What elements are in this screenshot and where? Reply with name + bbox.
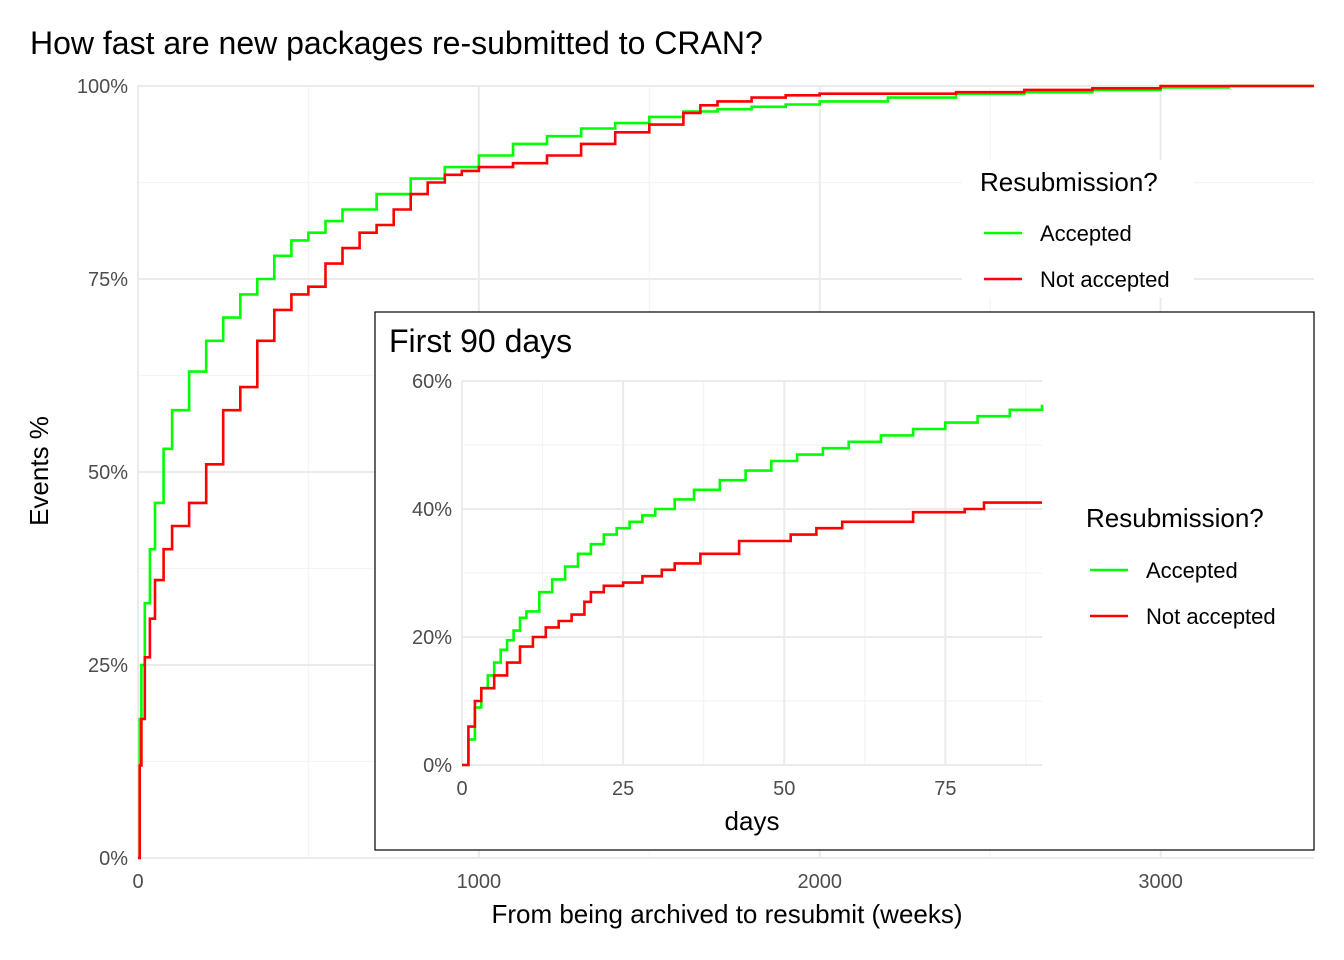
main-legend-title: Resubmission? xyxy=(980,167,1158,197)
main-x-tick-label: 3000 xyxy=(1138,871,1183,893)
chart-title: How fast are new packages re-submitted t… xyxy=(30,25,763,61)
inset-series-line-not-accepted xyxy=(462,501,1042,767)
inset-x-axis-title: days xyxy=(725,806,780,836)
main-y-tick-label: 100% xyxy=(77,76,128,98)
y-axis-title: Events % xyxy=(24,416,54,526)
main-legend-label-accepted: Accepted xyxy=(1040,221,1132,246)
main-x-tick-label: 0 xyxy=(132,871,143,893)
main-x-tick-labels: 0 1000 2000 3000 xyxy=(132,871,1182,893)
main-legend-background xyxy=(962,160,1194,298)
inset-legend-label-not-accepted: Not accepted xyxy=(1146,604,1276,629)
inset-title: First 90 days xyxy=(389,323,572,359)
x-axis-title: From being archived to resubmit (weeks) xyxy=(491,899,962,929)
inset-legend-label-accepted: Accepted xyxy=(1146,558,1238,583)
inset-x-tick-label: 0 xyxy=(456,778,467,800)
inset-series-line-accepted xyxy=(462,404,1044,767)
inset-y-tick-label: 20% xyxy=(412,627,452,649)
inset-legend: Resubmission? Accepted Not accepted xyxy=(1086,503,1276,629)
inset-y-tick-label: 60% xyxy=(412,371,452,393)
inset-y-tick-labels: 0% 20% 40% 60% xyxy=(412,371,452,777)
inset-legend-title: Resubmission? xyxy=(1086,503,1264,533)
main-x-tick-label: 2000 xyxy=(797,871,842,893)
main-series-lines xyxy=(138,84,1314,860)
main-y-tick-label: 25% xyxy=(88,655,128,677)
inset-panel: First 90 days 0% 20% 40% 60% 0 25 50 75 days R… xyxy=(374,311,1315,851)
main-x-tick-label: 1000 xyxy=(457,871,502,893)
main-y-tick-label: 50% xyxy=(88,462,128,484)
inset-x-tick-label: 75 xyxy=(934,778,956,800)
main-y-tick-label: 0% xyxy=(99,848,128,870)
inset-y-tick-label: 0% xyxy=(423,755,452,777)
main-y-tick-labels: 0% 25% 50% 75% 100% xyxy=(77,76,128,870)
inset-grid xyxy=(461,380,1042,766)
main-series-line-not-accepted xyxy=(138,84,1314,860)
inset-series-lines xyxy=(462,404,1044,767)
inset-x-tick-label: 50 xyxy=(773,778,795,800)
inset-x-tick-labels: 0 25 50 75 xyxy=(456,778,956,800)
main-legend-label-not-accepted: Not accepted xyxy=(1040,267,1170,292)
main-series-line-accepted xyxy=(138,84,1314,860)
main-legend: Resubmission? Accepted Not accepted xyxy=(962,160,1194,298)
inset-border xyxy=(374,311,1315,851)
inset-x-tick-label: 25 xyxy=(612,778,634,800)
main-y-tick-label: 75% xyxy=(88,269,128,291)
inset-y-tick-label: 40% xyxy=(412,499,452,521)
